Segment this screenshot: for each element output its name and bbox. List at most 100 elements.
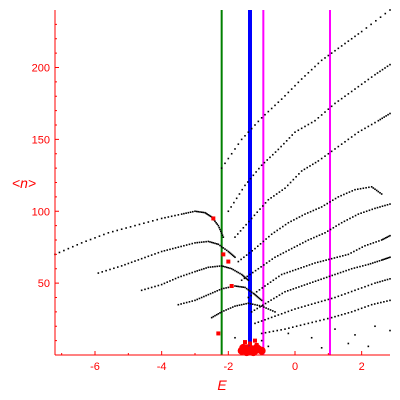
data-point [320,206,323,208]
data-point [189,211,192,214]
data-point [220,230,222,233]
data-point [188,272,191,275]
data-point [297,129,300,132]
data-point [374,282,376,284]
data-point [248,220,250,223]
data-point [143,222,145,225]
data-point [267,345,270,348]
data-point [319,319,321,322]
data-point [382,258,384,261]
data-point [317,160,320,162]
data-point [280,145,282,148]
data-point [267,110,270,113]
data-point [269,156,271,159]
data-point [219,244,221,247]
data-point [169,280,171,282]
data-point [357,85,360,88]
data-point [333,257,336,259]
data-point [286,289,289,292]
data-point [225,249,228,252]
data-point [371,262,374,264]
data-point [222,236,225,238]
data-point [197,210,200,213]
data-point [171,247,174,250]
data-point [326,317,329,320]
data-point [277,101,280,104]
data-point [222,265,225,268]
data-point [374,188,376,191]
data-point [150,254,153,256]
vertical-lines-layer [220,10,331,355]
data-point [314,280,317,283]
data-point [250,217,253,220]
data-point [94,237,96,239]
data-point [304,305,306,307]
data-point [307,304,310,306]
data-point [251,303,254,306]
data-point [160,217,163,220]
data-point [198,241,201,244]
data-point [256,307,259,310]
data-point [368,186,370,189]
data-point [265,307,267,309]
data-point [340,45,343,47]
data-point [268,260,271,262]
data-point [198,297,201,300]
data-point [380,259,383,261]
data-point [297,267,300,270]
data-point [264,113,266,116]
data-point [287,221,290,224]
data-point [183,244,185,247]
data-point [270,316,273,319]
data-point [271,258,274,260]
data-point [323,277,325,280]
data-point [58,251,61,254]
data-point [256,295,259,298]
data-point [177,276,180,279]
data-point [380,301,382,304]
data-point [260,320,263,322]
data-point [310,238,312,240]
data-point [109,268,111,271]
data-point [63,249,65,252]
data-point [298,216,301,218]
data-point [157,284,160,287]
data-point [260,266,262,268]
data-point [76,243,79,246]
data-point [348,191,351,193]
data-point [311,163,314,166]
data-point [343,220,346,223]
data-point [191,300,194,302]
data-point [374,207,376,210]
data-point [177,246,180,248]
data-point [288,249,290,251]
data-point [247,302,250,305]
data-point [334,102,336,105]
data-point [185,244,188,246]
data-point [167,216,170,218]
data-point [312,209,315,212]
data-points-layer [54,9,391,357]
data-point [359,187,362,190]
data-point [339,255,341,258]
data-point [180,213,183,215]
data-point [205,294,207,297]
data-point [358,247,361,250]
data-point [253,309,256,311]
data-point [293,219,295,221]
data-point [295,175,297,178]
data-point [378,260,381,262]
data-point [268,235,270,238]
data-point [257,267,260,270]
data-point [311,321,314,324]
data-point [360,83,363,86]
data-point [305,265,308,267]
data-point [386,257,389,260]
data-point [278,275,280,278]
data-point [362,187,365,190]
data-point [327,298,330,301]
data-point [232,268,235,271]
data-point [295,325,298,328]
data-point [387,113,389,116]
